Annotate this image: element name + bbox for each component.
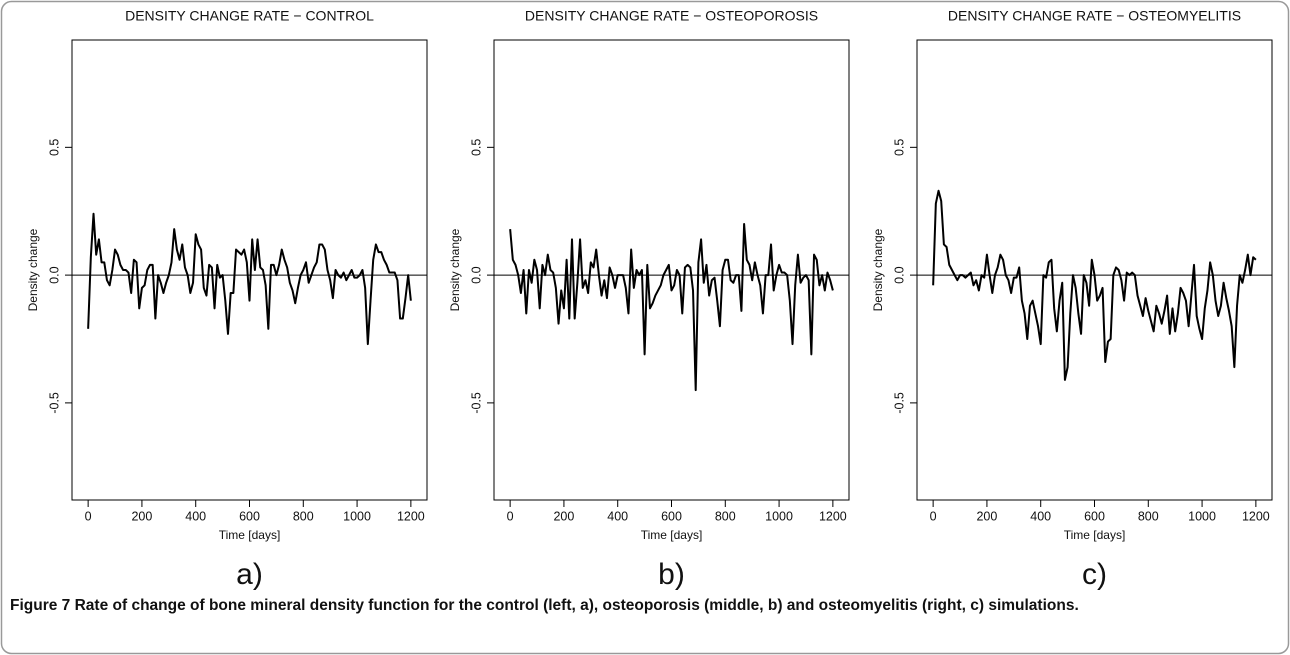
x-tick-label: 400 — [185, 509, 206, 523]
x-tick-label: 0 — [507, 509, 514, 523]
chart-title: DENSITY CHANGE RATE − CONTROL — [125, 8, 374, 24]
x-tick-label: 800 — [715, 509, 736, 523]
x-tick-label: 600 — [661, 509, 682, 523]
x-tick-label: 400 — [1030, 509, 1051, 523]
caption-text: Rate of change of bone mineral density f… — [74, 597, 1079, 614]
x-tick-label: 200 — [131, 509, 152, 523]
data-line — [509, 223, 834, 392]
x-tick-label: 800 — [1138, 509, 1159, 523]
caption-label: Figure 7 — [10, 597, 71, 614]
x-tick-label: 200 — [553, 509, 574, 523]
x-tick-label: 1000 — [343, 509, 371, 523]
panel-label: c) — [1082, 558, 1107, 591]
x-tick-label: 600 — [239, 509, 260, 523]
x-tick-label: 400 — [607, 509, 628, 523]
x-tick-label: 1000 — [1188, 509, 1216, 523]
x-tick-label: 200 — [976, 509, 997, 523]
x-axis-label: Time [days] — [1064, 528, 1126, 542]
y-axis-label: Density change — [448, 228, 462, 311]
caption: Figure 7 Rate of change of bone mineral … — [10, 594, 1278, 618]
y-tick-label: -0.5 — [892, 392, 906, 414]
y-tick-label: 0.5 — [469, 139, 483, 156]
y-tick-label: -0.5 — [469, 392, 483, 414]
x-tick-label: 1200 — [819, 509, 847, 523]
panel-label: b) — [658, 558, 685, 591]
y-axis-label: Density change — [871, 228, 885, 311]
x-axis-label: Time [days] — [219, 528, 281, 542]
y-tick-label: -0.5 — [47, 392, 61, 414]
data-line — [932, 189, 1257, 381]
data-line — [87, 212, 412, 346]
x-tick-label: 0 — [930, 509, 937, 523]
chart-title: DENSITY CHANGE RATE − OSTEOPOROSIS — [525, 8, 818, 24]
x-tick-label: 1200 — [397, 509, 425, 523]
panel-label: a) — [236, 558, 263, 591]
x-tick-label: 1000 — [765, 509, 793, 523]
x-tick-label: 800 — [293, 509, 314, 523]
x-axis-label: Time [days] — [641, 528, 703, 542]
x-tick-label: 0 — [85, 509, 92, 523]
y-tick-label: 0.0 — [47, 266, 61, 283]
x-tick-label: 1200 — [1242, 509, 1270, 523]
chart-title: DENSITY CHANGE RATE − OSTEOMYELITIS — [948, 8, 1241, 24]
y-tick-label: 0.5 — [892, 139, 906, 156]
y-axis-label: Density change — [26, 228, 40, 311]
x-tick-label: 600 — [1084, 509, 1105, 523]
y-tick-label: 0.0 — [469, 266, 483, 283]
y-tick-label: 0.0 — [892, 266, 906, 283]
y-tick-label: 0.5 — [47, 139, 61, 156]
